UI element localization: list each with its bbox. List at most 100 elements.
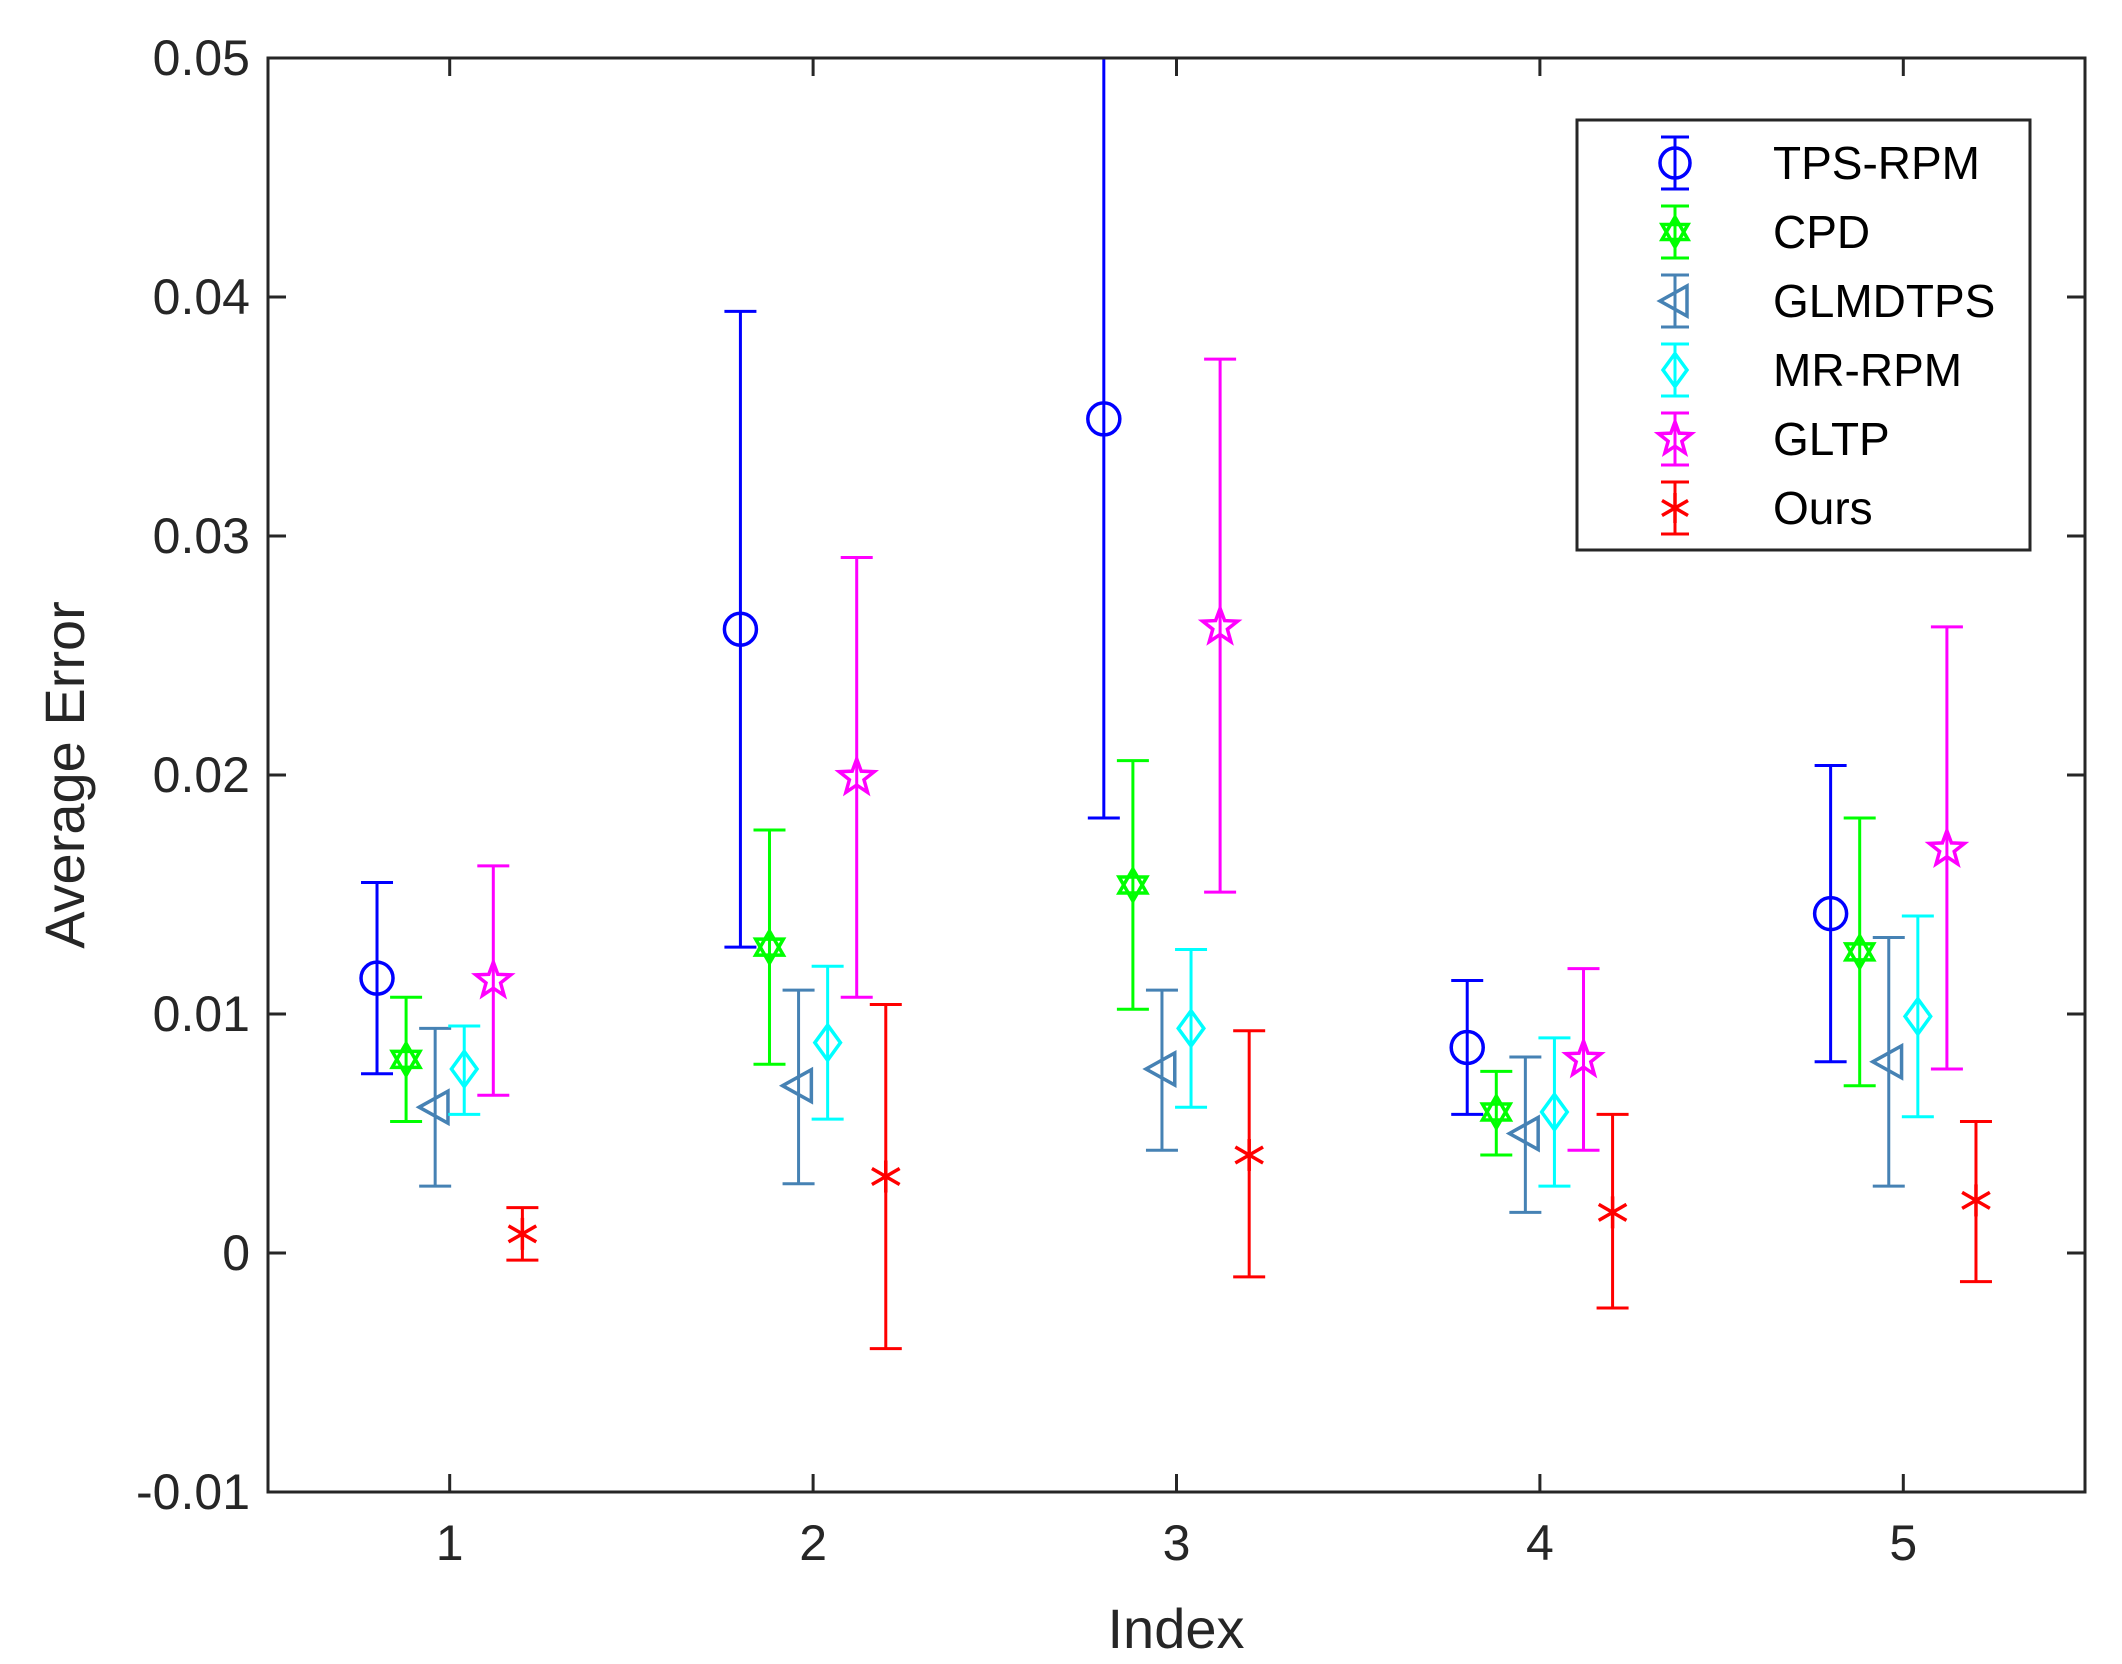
series-mr-rpm	[448, 914, 1934, 1188]
marker-circle	[1812, 895, 1849, 932]
y-tick-label: -0.01	[136, 1464, 250, 1520]
marker-diamond	[1176, 1007, 1206, 1049]
marker-diamond	[1539, 1091, 1570, 1133]
marker-hexagram	[389, 1049, 423, 1079]
series-tps-rpm	[359, 58, 1849, 1116]
error-point	[1142, 988, 1178, 1152]
marker-circle	[722, 611, 759, 647]
legend: TPS-RPM CPD GLMDTPS MR-RPM GLTP Ours	[1575, 118, 2032, 552]
marker-pentagram	[1653, 416, 1697, 458]
legend-label: MR-RPM	[1773, 344, 1962, 396]
axis-tick-labels: 1 2 3 4 5 -0.01 0 0.01 0.02 0.03 0.04 0.05	[136, 30, 1917, 1571]
x-tick-label: 3	[1163, 1515, 1191, 1571]
marker-diamond	[812, 1022, 843, 1064]
marker-diamond	[1660, 350, 1690, 390]
marker-asterisk	[1661, 493, 1689, 523]
error-point	[1538, 1036, 1571, 1188]
marker-hexagram	[1479, 1092, 1514, 1122]
error-point	[722, 309, 759, 949]
marker-circle	[1449, 1029, 1485, 1066]
error-point	[1175, 947, 1208, 1109]
error-point	[1901, 914, 1934, 1119]
legend-label: TPS-RPM	[1773, 137, 1980, 189]
legend-item-gltp: GLTP	[1653, 411, 1890, 467]
error-point	[1086, 58, 1122, 820]
asterisk-stroke	[1234, 1145, 1264, 1165]
marker-triangle-left	[1869, 1042, 1904, 1081]
marker-pentagram	[471, 957, 516, 1000]
marker-triangle-left	[415, 1088, 450, 1127]
marker-hexagram	[752, 937, 787, 967]
error-point	[1869, 936, 1905, 1188]
error-point	[811, 964, 844, 1121]
data-series	[359, 58, 1992, 1351]
series-glmdtps	[415, 936, 1905, 1214]
error-point	[778, 988, 815, 1186]
asterisk-stroke	[1597, 1202, 1628, 1222]
error-point	[415, 1026, 452, 1188]
error-point	[389, 995, 423, 1124]
series-gltp	[471, 357, 1970, 1152]
series-cpd	[389, 759, 1877, 1157]
marker-hexagram	[1842, 932, 1877, 962]
error-point	[1197, 357, 1243, 894]
marker-hexagram	[1116, 875, 1150, 905]
marker-hexagram	[1842, 942, 1877, 972]
plot-frame	[266, 56, 2087, 1494]
error-point	[471, 864, 516, 1097]
marker-asterisk	[1961, 1184, 1991, 1217]
error-point	[1561, 967, 1606, 1152]
error-point	[1505, 1055, 1542, 1214]
legend-item-tps-rpm: TPS-RPM	[1658, 135, 1980, 191]
error-point	[752, 828, 787, 1066]
legend-item-mr-rpm: MR-RPM	[1660, 342, 1962, 398]
marker-asterisk	[1597, 1196, 1628, 1229]
marker-circle	[1086, 401, 1122, 437]
error-point	[869, 1002, 902, 1351]
x-tick-label: 2	[799, 1515, 827, 1571]
y-tick-label: 0.04	[153, 269, 250, 325]
error-point	[1116, 759, 1150, 1011]
y-tick-label: 0	[222, 1225, 250, 1281]
asterisk-stroke	[871, 1167, 901, 1187]
legend-item-ours: Ours	[1661, 480, 1873, 536]
marker-diamond	[1902, 995, 1933, 1037]
marker-triangle-left	[1656, 283, 1689, 319]
legend-item-cpd: CPD	[1658, 204, 1870, 260]
error-point	[1449, 979, 1485, 1116]
error-point	[1959, 1120, 1992, 1284]
x-tick-label: 4	[1526, 1515, 1554, 1571]
marker-pentagram	[1197, 603, 1243, 646]
legend-item-glmdtps: GLMDTPS	[1656, 273, 1995, 329]
marker-pentagram	[1924, 825, 1970, 869]
x-tick-label: 1	[436, 1515, 464, 1571]
series-ours	[506, 1002, 1992, 1351]
marker-hexagram	[752, 927, 787, 957]
y-tick-label: 0.02	[153, 747, 250, 803]
marker-hexagram	[1658, 222, 1692, 251]
marker-hexagram	[1658, 213, 1692, 242]
x-tick-label: 5	[1889, 1515, 1917, 1571]
asterisk-stroke	[1961, 1190, 1991, 1210]
legend-label: Ours	[1773, 482, 1873, 534]
marker-diamond	[449, 1048, 480, 1090]
error-point	[506, 1206, 539, 1262]
y-tick-label: 0.01	[153, 986, 250, 1042]
marker-hexagram	[389, 1039, 423, 1070]
error-point	[1812, 763, 1849, 1064]
marker-triangle-left	[778, 1066, 814, 1105]
asterisk-stroke	[1661, 498, 1689, 518]
marker-asterisk	[1234, 1139, 1264, 1172]
error-point	[1596, 1112, 1629, 1310]
legend-box	[1575, 118, 2032, 552]
error-point	[448, 1024, 481, 1116]
error-point	[1479, 1069, 1514, 1157]
marker-triangle-left	[1505, 1114, 1540, 1153]
error-point	[359, 881, 395, 1076]
error-point	[834, 556, 880, 999]
y-tick-label: 0.05	[153, 30, 250, 86]
marker-hexagram	[1479, 1102, 1514, 1132]
legend-label: CPD	[1773, 206, 1870, 258]
error-point	[1924, 625, 1970, 1071]
